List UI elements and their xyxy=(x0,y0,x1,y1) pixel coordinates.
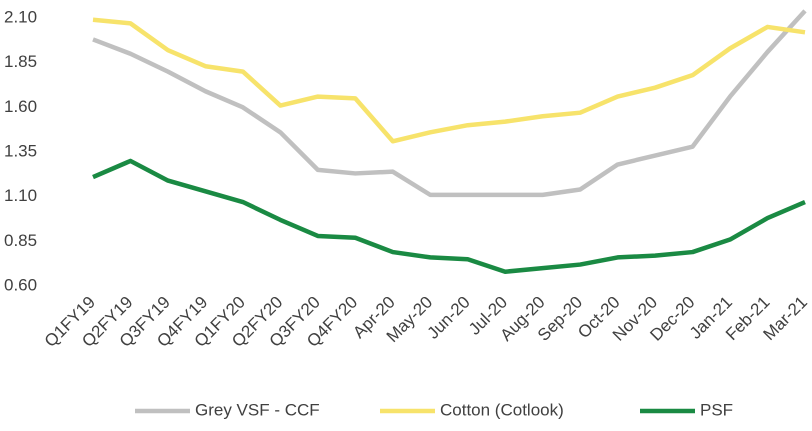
legend-label: Cotton (Cotlook) xyxy=(440,400,564,419)
legend-label: Grey VSF - CCF xyxy=(195,400,320,419)
y-tick-label: 1.35 xyxy=(4,141,37,160)
y-tick-label: 0.85 xyxy=(4,231,37,250)
legend-label: PSF xyxy=(700,400,733,419)
y-tick-label: 2.10 xyxy=(4,7,37,26)
y-tick-label: 0.60 xyxy=(4,275,37,294)
y-tick-label: 1.60 xyxy=(4,97,37,116)
y-tick-label: 1.10 xyxy=(4,186,37,205)
line xyxy=(92,9,807,198)
line xyxy=(92,17,806,144)
x-tick-label: Jun-20 xyxy=(424,293,474,343)
line xyxy=(92,158,806,274)
y-tick-label: 1.85 xyxy=(4,52,37,71)
